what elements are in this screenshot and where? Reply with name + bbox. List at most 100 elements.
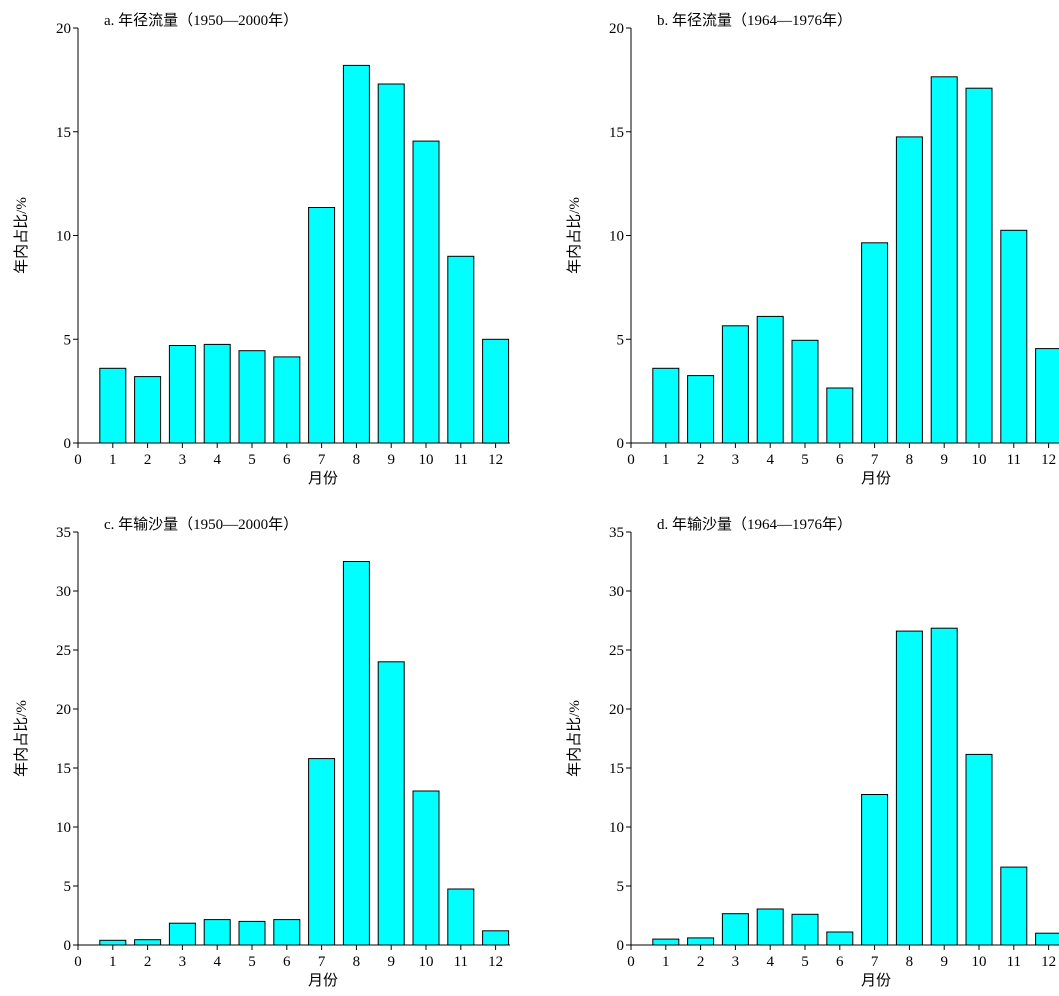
bar-month-5 (238, 920, 266, 946)
bar-month-3 (721, 325, 749, 444)
bar-month-6 (826, 387, 854, 444)
x-tick-label: 5 (801, 954, 809, 970)
bar-month-8 (342, 64, 370, 444)
chart-title: a. 年径流量（1950—2000年） (104, 12, 298, 29)
x-axis-label: 月份 (308, 470, 338, 487)
x-tick-label: 8 (906, 954, 914, 970)
x-tick-label: 2 (144, 954, 152, 970)
x-tick-label: 12 (1041, 954, 1056, 970)
bar-month-9 (930, 627, 958, 946)
bar-month-9 (377, 661, 405, 946)
bar-month-11 (447, 255, 475, 444)
bar-month-6 (273, 356, 301, 444)
x-tick-label: 1 (662, 452, 670, 468)
x-tick-label: 10 (419, 452, 434, 468)
bar-month-12 (482, 930, 510, 946)
x-tick-label: 3 (732, 452, 740, 468)
y-axis-label: 年内占比/% (566, 197, 583, 274)
bar-month-7 (308, 758, 336, 946)
y-tick-label: 10 (56, 229, 71, 245)
x-tick-label: 6 (283, 954, 291, 970)
x-tick-label: 12 (488, 452, 503, 468)
y-tick-label: 5 (617, 332, 625, 348)
bar-month-3 (721, 913, 749, 946)
bar-month-2 (134, 939, 162, 946)
bar-month-8 (342, 561, 370, 946)
x-tick-label: 3 (732, 954, 740, 970)
x-axis-label: 月份 (861, 972, 891, 989)
x-tick-label: 3 (179, 452, 187, 468)
x-tick-label: 1 (109, 954, 117, 970)
x-tick-label: 0 (627, 452, 635, 468)
x-tick-label: 7 (318, 954, 326, 970)
bar-month-1 (99, 939, 127, 946)
x-tick-label: 11 (454, 452, 468, 468)
x-tick-label: 2 (697, 954, 705, 970)
bar-month-2 (687, 375, 715, 444)
x-tick-label: 6 (283, 452, 291, 468)
x-tick-label: 11 (1007, 954, 1021, 970)
bar-month-10 (965, 753, 993, 946)
bar-month-5 (791, 913, 819, 946)
bar-month-4 (203, 919, 231, 946)
x-tick-label: 12 (488, 954, 503, 970)
bar-month-6 (826, 931, 854, 946)
bar-month-11 (447, 888, 475, 946)
y-tick-label: 10 (609, 229, 624, 245)
bar-month-5 (791, 339, 819, 444)
bar-month-4 (756, 908, 784, 946)
x-tick-label: 4 (213, 954, 221, 970)
bar-month-1 (99, 367, 127, 444)
bar-month-1 (652, 938, 680, 946)
y-tick-label: 35 (56, 525, 71, 541)
x-tick-label: 0 (74, 452, 82, 468)
bar-month-3 (168, 345, 196, 444)
x-tick-label: 1 (109, 452, 117, 468)
x-tick-label: 4 (766, 452, 774, 468)
x-tick-label: 2 (144, 452, 152, 468)
x-tick-label: 6 (836, 452, 844, 468)
bar-month-9 (930, 76, 958, 444)
bar-month-10 (965, 87, 993, 444)
bar-month-11 (1000, 866, 1028, 946)
x-tick-label: 10 (419, 954, 434, 970)
x-axis-label: 月份 (861, 470, 891, 487)
bar-month-10 (412, 140, 440, 444)
chart-title: c. 年输沙量（1950—2000年） (104, 516, 298, 533)
x-tick-label: 5 (248, 452, 256, 468)
bar-month-2 (134, 376, 162, 444)
y-tick-label: 20 (609, 21, 624, 37)
x-tick-label: 7 (318, 452, 326, 468)
y-axis-label: 年内占比/% (566, 700, 583, 777)
x-tick-label: 0 (627, 954, 635, 970)
bar-month-2 (687, 937, 715, 946)
x-tick-label: 9 (387, 452, 395, 468)
bar-month-12 (1035, 932, 1059, 946)
x-tick-label: 1 (662, 954, 670, 970)
x-tick-label: 0 (74, 954, 82, 970)
x-tick-label: 8 (353, 452, 361, 468)
y-tick-label: 25 (56, 643, 71, 659)
bar-month-4 (756, 315, 784, 444)
x-tick-label: 12 (1041, 452, 1056, 468)
x-tick-label: 10 (972, 954, 987, 970)
bar-month-1 (652, 367, 680, 444)
y-tick-label: 30 (56, 584, 71, 600)
y-tick-label: 15 (609, 125, 624, 141)
bar-month-4 (203, 343, 231, 444)
x-tick-label: 5 (801, 452, 809, 468)
x-tick-label: 9 (940, 452, 948, 468)
x-tick-label: 3 (179, 954, 187, 970)
y-tick-label: 20 (56, 702, 71, 718)
x-tick-label: 9 (940, 954, 948, 970)
bar-month-8 (895, 136, 923, 444)
bar-month-5 (238, 350, 266, 444)
y-tick-label: 35 (609, 525, 624, 541)
bar-month-8 (895, 630, 923, 946)
y-axis-label: 年内占比/% (13, 700, 30, 777)
bar-month-12 (482, 338, 510, 444)
